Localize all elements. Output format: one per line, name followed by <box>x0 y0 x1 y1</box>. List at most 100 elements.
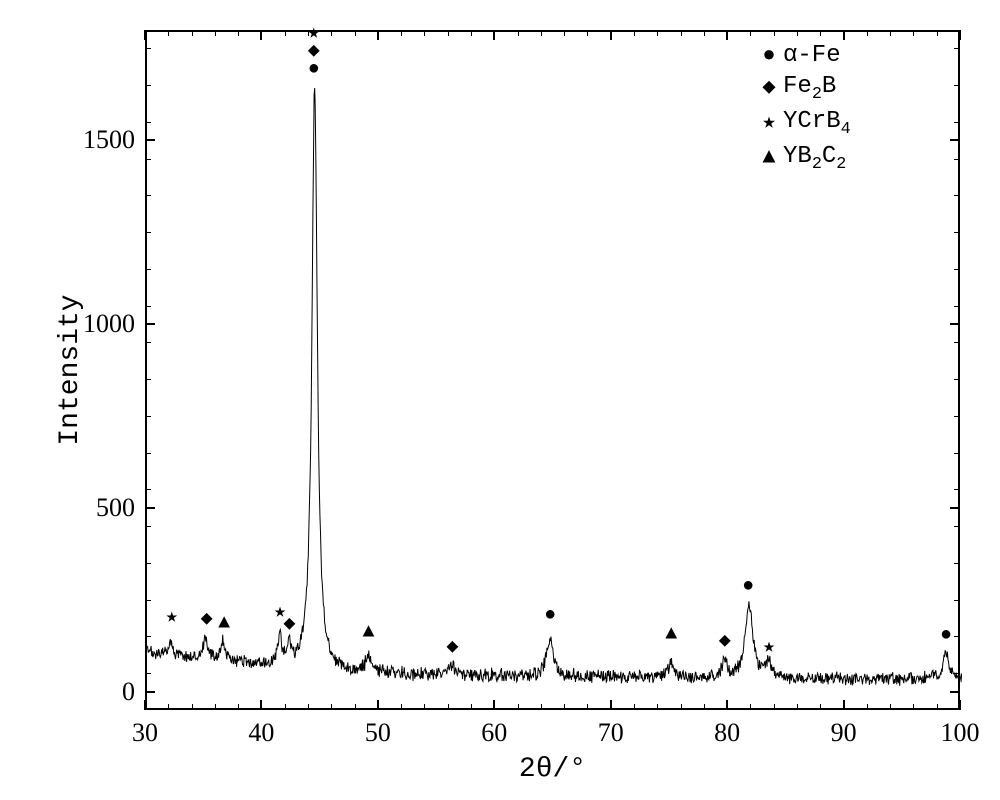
x-tick-label: 100 <box>941 718 980 748</box>
x-minor-tick <box>215 704 216 710</box>
x-tick-top <box>493 30 495 40</box>
legend-label: YB2C2 <box>783 143 846 174</box>
x-minor-tick-top <box>704 30 705 36</box>
xrd-chart: Intensity 2θ/° ●α-Fe◆Fe2B★YCrB4▲YB2C2 05… <box>0 0 1000 800</box>
peak-marker: ● <box>544 606 556 626</box>
legend-label: Fe2B <box>783 73 836 104</box>
x-minor-tick-top <box>564 30 565 36</box>
peak-marker: ▲ <box>218 614 230 634</box>
x-minor-tick <box>448 704 449 710</box>
legend-label: YCrB4 <box>783 108 851 139</box>
x-minor-tick <box>867 704 868 710</box>
x-tick <box>959 700 961 710</box>
x-tick-top <box>843 30 845 40</box>
x-tick-label: 30 <box>132 718 158 748</box>
x-minor-tick <box>774 704 775 710</box>
y-tick-right <box>950 139 960 141</box>
y-minor-tick-right <box>954 48 960 49</box>
y-minor-tick-right <box>954 600 960 601</box>
x-minor-tick-top <box>401 30 402 36</box>
peak-marker: ◆ <box>446 638 458 658</box>
y-tick <box>145 323 155 325</box>
x-minor-tick-top <box>937 30 938 36</box>
x-minor-tick <box>657 704 658 710</box>
x-tick-label: 60 <box>481 718 507 748</box>
x-minor-tick-top <box>285 30 286 36</box>
x-minor-tick <box>820 704 821 710</box>
x-minor-tick <box>634 704 635 710</box>
y-minor-tick <box>145 673 151 674</box>
legend: ●α-Fe◆Fe2B★YCrB4▲YB2C2 <box>755 42 851 177</box>
x-tick <box>377 700 379 710</box>
legend-symbol: ★ <box>755 112 783 134</box>
x-tick <box>144 700 146 710</box>
peak-marker: ★ <box>166 608 178 628</box>
x-tick <box>610 700 612 710</box>
y-minor-tick-right <box>954 379 960 380</box>
x-minor-tick-top <box>797 30 798 36</box>
peak-marker: ◆ <box>201 610 213 630</box>
x-minor-tick-top <box>448 30 449 36</box>
x-minor-tick-top <box>331 30 332 36</box>
y-minor-tick <box>145 269 151 270</box>
x-minor-tick-top <box>867 30 868 36</box>
x-minor-tick <box>704 704 705 710</box>
x-minor-tick-top <box>890 30 891 36</box>
x-tick-label: 40 <box>248 718 274 748</box>
x-minor-tick <box>750 704 751 710</box>
y-tick <box>145 691 155 693</box>
x-minor-tick-top <box>774 30 775 36</box>
y-minor-tick <box>145 232 151 233</box>
x-minor-tick <box>168 704 169 710</box>
peak-marker: ★ <box>308 24 320 44</box>
x-minor-tick-top <box>518 30 519 36</box>
x-minor-tick <box>564 704 565 710</box>
y-tick <box>145 507 155 509</box>
legend-symbol: ▲ <box>755 147 783 169</box>
y-minor-tick <box>145 48 151 49</box>
peak-marker: ▲ <box>363 623 375 643</box>
x-minor-tick-top <box>355 30 356 36</box>
x-minor-tick <box>471 704 472 710</box>
x-axis-label: 2θ/° <box>519 754 586 785</box>
x-tick <box>260 700 262 710</box>
y-minor-tick <box>145 306 151 307</box>
legend-symbol: ◆ <box>755 77 783 99</box>
x-minor-tick <box>401 704 402 710</box>
x-tick <box>843 700 845 710</box>
peak-marker: ◆ <box>308 42 320 62</box>
x-minor-tick-top <box>681 30 682 36</box>
x-minor-tick <box>424 704 425 710</box>
x-minor-tick-top <box>634 30 635 36</box>
xrd-pattern-line <box>147 88 962 686</box>
x-minor-tick-top <box>820 30 821 36</box>
y-minor-tick <box>145 489 151 490</box>
legend-item: ▲YB2C2 <box>755 143 851 174</box>
y-minor-tick-right <box>954 269 960 270</box>
x-minor-tick-top <box>471 30 472 36</box>
x-tick-top <box>726 30 728 40</box>
y-minor-tick <box>145 122 151 123</box>
y-minor-tick-right <box>954 85 960 86</box>
x-minor-tick <box>518 704 519 710</box>
y-minor-tick <box>145 379 151 380</box>
peak-marker: ● <box>742 577 754 597</box>
x-tick-top <box>959 30 961 40</box>
peak-marker: ◆ <box>283 615 295 635</box>
x-minor-tick <box>192 704 193 710</box>
x-minor-tick <box>587 704 588 710</box>
peak-marker: ◆ <box>719 632 731 652</box>
x-minor-tick <box>681 704 682 710</box>
x-minor-tick <box>285 704 286 710</box>
x-tick-label: 50 <box>365 718 391 748</box>
x-minor-tick <box>890 704 891 710</box>
peak-marker: ▲ <box>665 625 677 645</box>
y-minor-tick-right <box>954 159 960 160</box>
y-minor-tick <box>145 526 151 527</box>
x-tick-label: 90 <box>831 718 857 748</box>
x-minor-tick <box>331 704 332 710</box>
x-minor-tick-top <box>913 30 914 36</box>
y-tick-label: 500 <box>96 493 135 523</box>
y-minor-tick-right <box>954 195 960 196</box>
x-minor-tick <box>355 704 356 710</box>
